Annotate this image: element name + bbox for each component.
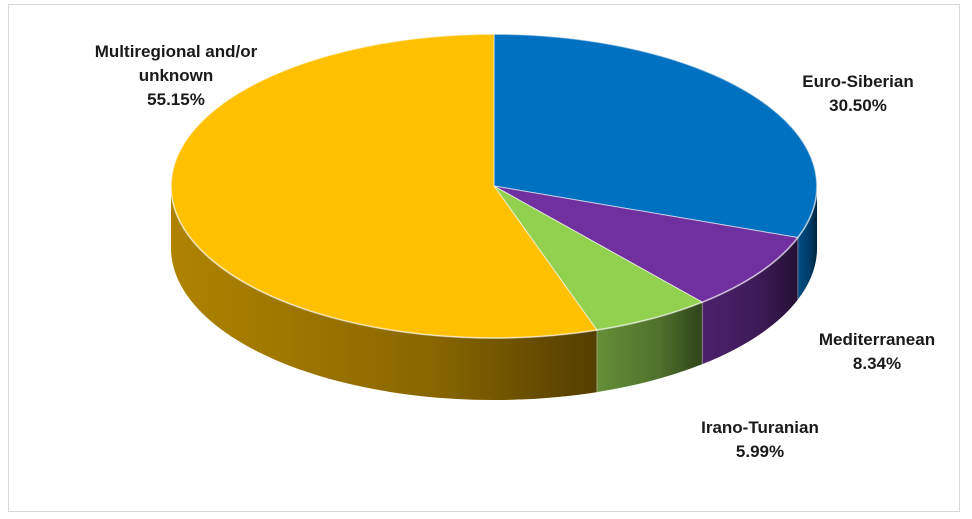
- data-label-value: 30.50%: [829, 96, 887, 115]
- pie-tops: [170, 33, 818, 339]
- data-label-category: Mediterranean: [819, 330, 935, 349]
- slice-top-3: [170, 33, 598, 339]
- data-label-0: Euro-Siberian 30.50%: [802, 72, 913, 115]
- slice-top-2: [493, 185, 704, 331]
- data-label-value: 5.99%: [736, 442, 784, 461]
- slice-side-shade-2: [596, 302, 703, 393]
- slice-labels: Euro-Siberian 30.50% Mediterranean 8.34% Ira…: [95, 42, 935, 461]
- data-label-category: unknown: [139, 66, 214, 85]
- slice-side-shade-1: [702, 237, 798, 365]
- data-label-2: Irano-Turanian 5.99%: [701, 418, 819, 461]
- slice-side-shade-0: [797, 186, 818, 300]
- slice-side-shade-3: [170, 186, 597, 400]
- data-label-value: 8.34%: [853, 354, 901, 373]
- data-label-category: Euro-Siberian: [802, 72, 913, 91]
- slice-top-1: [493, 185, 799, 303]
- slice-top-0: [493, 33, 818, 239]
- data-label-3: Multiregional and/or unknown 55.15%: [95, 42, 258, 109]
- data-label-category: Irano-Turanian: [701, 418, 819, 437]
- data-label-1: Mediterranean 8.34%: [819, 330, 935, 373]
- data-label-category: Multiregional and/or: [95, 42, 258, 61]
- pie-rim: [170, 33, 818, 339]
- pie-sides: [170, 186, 818, 400]
- data-label-value: 55.15%: [147, 90, 205, 109]
